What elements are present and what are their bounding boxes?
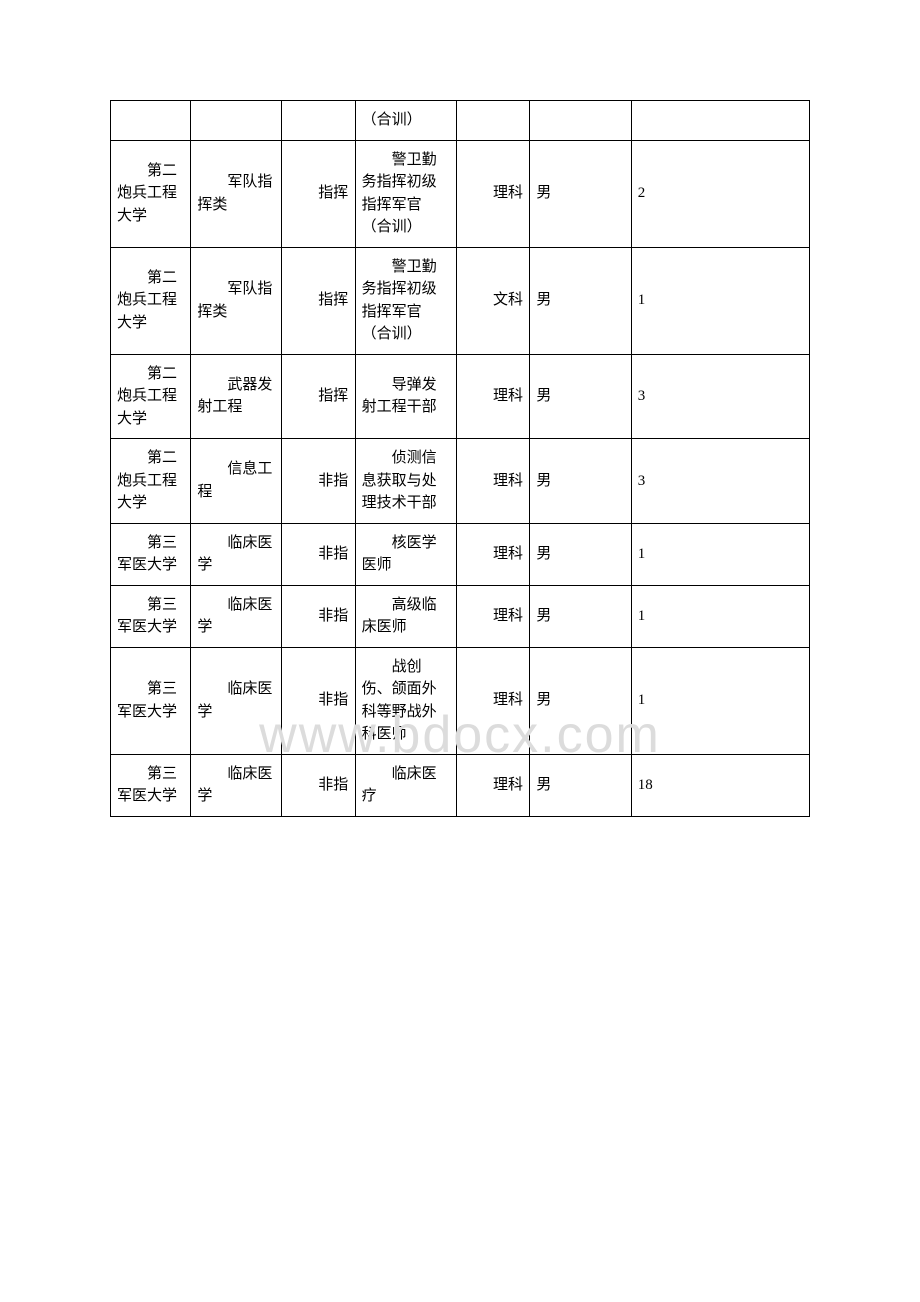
table-row: 第三军医大学 临床医学 非指 核医学医师 理科 男 1 (111, 523, 810, 585)
cell: 理科 (456, 754, 529, 816)
cell: 18 (631, 754, 809, 816)
cell: 男 (530, 140, 631, 247)
cell: 2 (631, 140, 809, 247)
cell: 男 (530, 354, 631, 439)
cell: 临床医疗 (355, 754, 456, 816)
cell: 理科 (456, 585, 529, 647)
cell: 男 (530, 439, 631, 524)
cell: 警卫勤务指挥初级指挥军官（合训） (355, 140, 456, 247)
table-row: （合训） (111, 101, 810, 141)
cell: 1 (631, 585, 809, 647)
cell: 1 (631, 247, 809, 354)
cell: 第二炮兵工程大学 (111, 354, 191, 439)
cell: 高级临床医师 (355, 585, 456, 647)
cell: 军队指挥类 (191, 247, 282, 354)
cell: 武器发射工程 (191, 354, 282, 439)
cell (631, 101, 809, 141)
cell: 男 (530, 247, 631, 354)
cell: 第三军医大学 (111, 647, 191, 754)
table-row: 第二炮兵工程大学 武器发射工程 指挥 导弹发射工程干部 理科 男 3 (111, 354, 810, 439)
table-body: （合训） 第二炮兵工程大学 军队指挥类 指挥 警卫勤务指挥初级指挥军官（合训） … (111, 101, 810, 817)
cell: 男 (530, 523, 631, 585)
cell: 军队指挥类 (191, 140, 282, 247)
cell: 警卫勤务指挥初级指挥军官（合训） (355, 247, 456, 354)
data-table: （合训） 第二炮兵工程大学 军队指挥类 指挥 警卫勤务指挥初级指挥军官（合训） … (110, 100, 810, 817)
cell: 男 (530, 754, 631, 816)
cell: 非指 (282, 439, 355, 524)
cell: 临床医学 (191, 754, 282, 816)
cell (456, 101, 529, 141)
cell: 文科 (456, 247, 529, 354)
cell: 指挥 (282, 354, 355, 439)
cell (111, 101, 191, 141)
cell: 第二炮兵工程大学 (111, 247, 191, 354)
cell: 3 (631, 354, 809, 439)
cell: （合训） (355, 101, 456, 141)
cell: 男 (530, 585, 631, 647)
cell: 信息工程 (191, 439, 282, 524)
cell: 临床医学 (191, 585, 282, 647)
cell: 第三军医大学 (111, 585, 191, 647)
cell: 第三军医大学 (111, 523, 191, 585)
table-row: 第三军医大学 临床医学 非指 高级临床医师 理科 男 1 (111, 585, 810, 647)
cell: 男 (530, 647, 631, 754)
table-row: 第三军医大学 临床医学 非指 战创伤、颌面外科等野战外科医师 理科 男 1 (111, 647, 810, 754)
cell: 第二炮兵工程大学 (111, 439, 191, 524)
cell: 非指 (282, 754, 355, 816)
cell (191, 101, 282, 141)
cell: 核医学医师 (355, 523, 456, 585)
cell: 第三军医大学 (111, 754, 191, 816)
cell: 指挥 (282, 140, 355, 247)
cell: 非指 (282, 523, 355, 585)
cell: 理科 (456, 647, 529, 754)
cell: 导弹发射工程干部 (355, 354, 456, 439)
cell: 非指 (282, 585, 355, 647)
table-row: 第二炮兵工程大学 军队指挥类 指挥 警卫勤务指挥初级指挥军官（合训） 理科 男 … (111, 140, 810, 247)
cell: 临床医学 (191, 523, 282, 585)
cell: 1 (631, 523, 809, 585)
cell: 3 (631, 439, 809, 524)
table-row: 第三军医大学 临床医学 非指 临床医疗 理科 男 18 (111, 754, 810, 816)
cell: 战创伤、颌面外科等野战外科医师 (355, 647, 456, 754)
cell: 理科 (456, 439, 529, 524)
cell: 第二炮兵工程大学 (111, 140, 191, 247)
cell: 理科 (456, 140, 529, 247)
table-row: 第二炮兵工程大学 信息工程 非指 侦测信息获取与处理技术干部 理科 男 3 (111, 439, 810, 524)
cell: 理科 (456, 523, 529, 585)
cell (282, 101, 355, 141)
cell: 理科 (456, 354, 529, 439)
cell: 1 (631, 647, 809, 754)
cell: 非指 (282, 647, 355, 754)
table-row: 第二炮兵工程大学 军队指挥类 指挥 警卫勤务指挥初级指挥军官（合训） 文科 男 … (111, 247, 810, 354)
cell: 指挥 (282, 247, 355, 354)
cell: 侦测信息获取与处理技术干部 (355, 439, 456, 524)
cell: 临床医学 (191, 647, 282, 754)
cell (530, 101, 631, 141)
